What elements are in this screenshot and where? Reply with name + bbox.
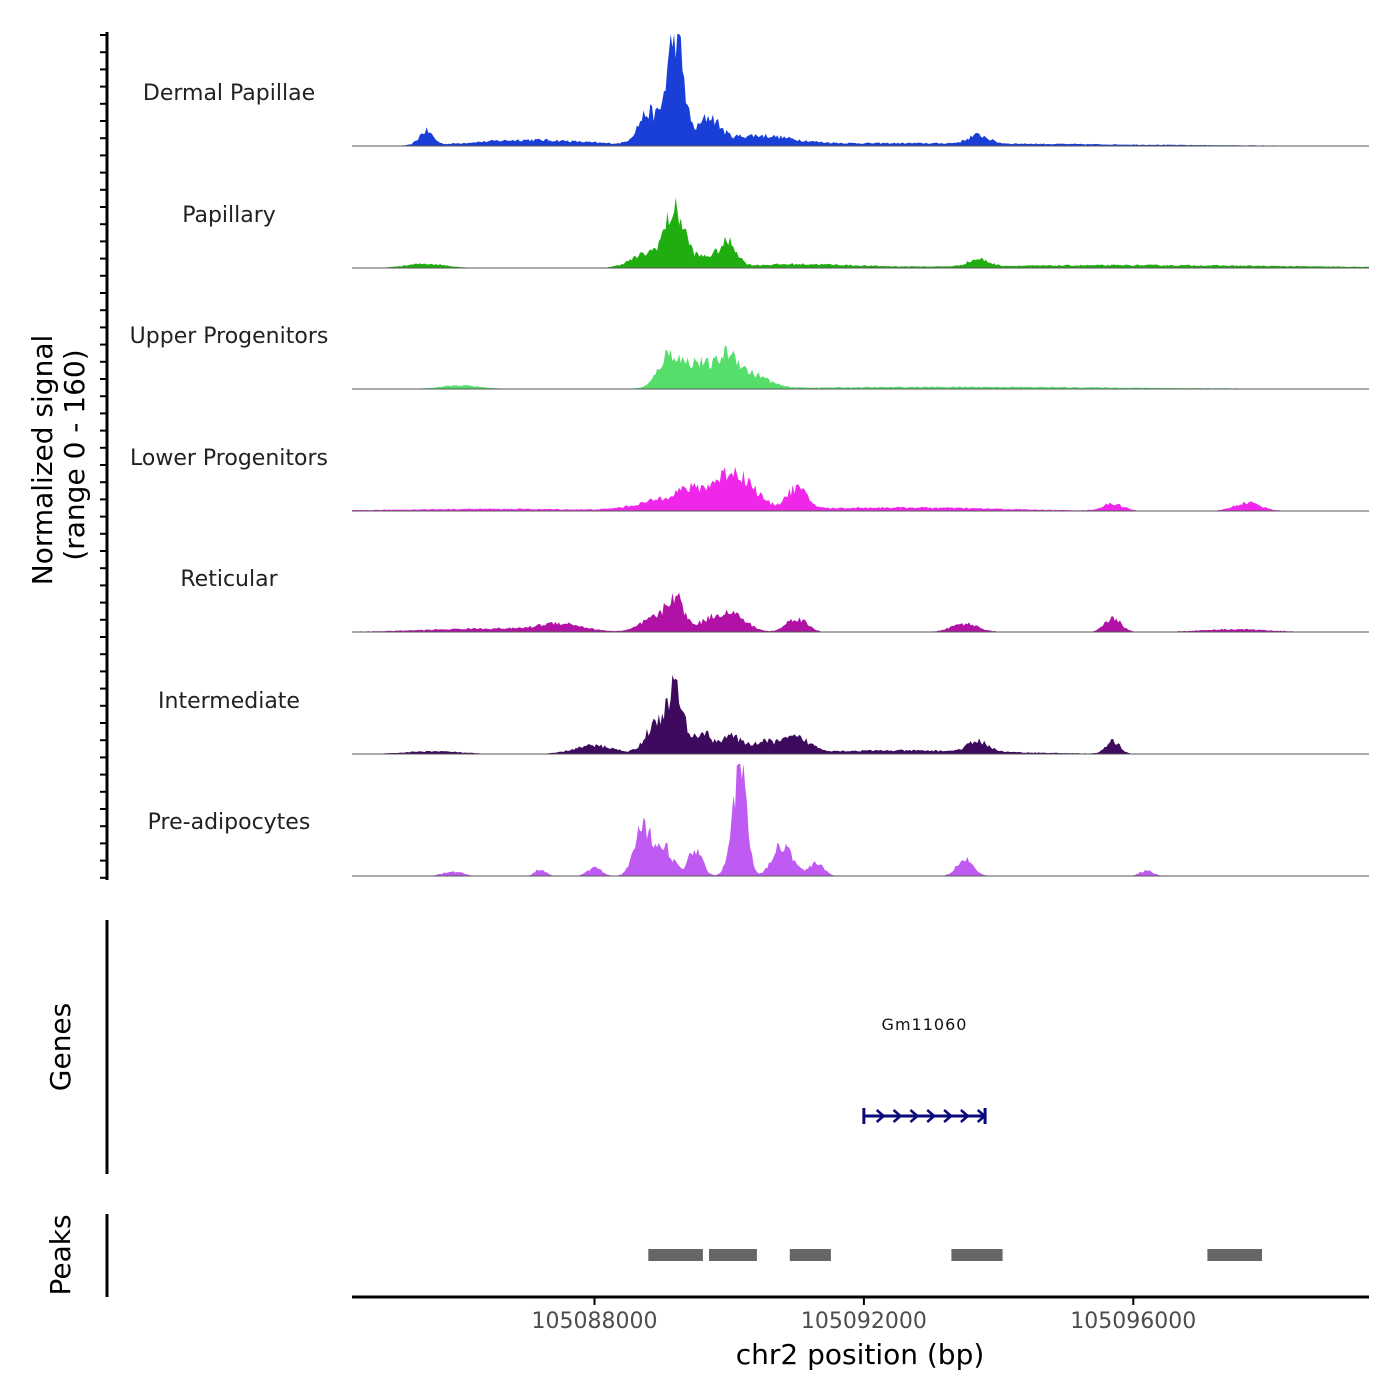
track-label: Upper Progenitors <box>130 324 329 349</box>
peak-region <box>1207 1249 1262 1261</box>
track-label: Lower Progenitors <box>130 446 328 471</box>
coverage-area <box>352 345 1369 389</box>
x-tick-label: 105088000 <box>532 1309 658 1334</box>
track-label: Reticular <box>180 567 278 592</box>
y-axis-title-line2: (range 0 - 160) <box>58 349 91 560</box>
coverage-area <box>352 197 1369 268</box>
coverage-area <box>352 764 1369 876</box>
genes-track: Gm11060 <box>862 1015 987 1124</box>
peak-region <box>709 1249 757 1261</box>
gene-strand-arrow <box>926 1109 937 1123</box>
x-axis-ticks: 105088000 105092000 105096000 <box>532 1297 1196 1334</box>
gene-strand-arrow <box>943 1109 954 1123</box>
peak-region <box>648 1249 703 1261</box>
coverage-area <box>352 592 1369 632</box>
track-label: Pre-adipocytes <box>148 810 311 835</box>
coverage-area <box>352 466 1369 511</box>
coverage-y-ticks <box>100 34 107 879</box>
peak-region <box>789 1249 831 1261</box>
coverage-area <box>352 34 1369 146</box>
coverage-area <box>352 675 1369 754</box>
track-label: Dermal Papillae <box>143 81 315 106</box>
x-axis-title: chr2 position (bp) <box>736 1338 985 1371</box>
peaks-panel-label: Peaks <box>44 1214 77 1295</box>
peaks-track <box>648 1249 1262 1261</box>
gene-strand-arrow <box>976 1109 987 1123</box>
gene-strand-arrow <box>892 1109 903 1123</box>
gene-strand-arrow <box>960 1109 970 1123</box>
x-tick-label: 105092000 <box>801 1309 927 1334</box>
x-tick-label: 105096000 <box>1070 1309 1196 1334</box>
track-label: Intermediate <box>158 689 300 714</box>
peak-region <box>951 1249 1003 1261</box>
coverage-tracks: Dermal Papillae Papillary Upper Progenitor… <box>130 34 1369 877</box>
genes-panel-label: Genes <box>44 1003 77 1091</box>
gene-strand-arrow <box>875 1109 886 1123</box>
gene-strand-arrow <box>909 1109 920 1123</box>
track-label: Papillary <box>182 203 276 228</box>
y-axis-title-line1: Normalized signal <box>26 335 59 586</box>
gene-label: Gm11060 <box>882 1015 968 1034</box>
